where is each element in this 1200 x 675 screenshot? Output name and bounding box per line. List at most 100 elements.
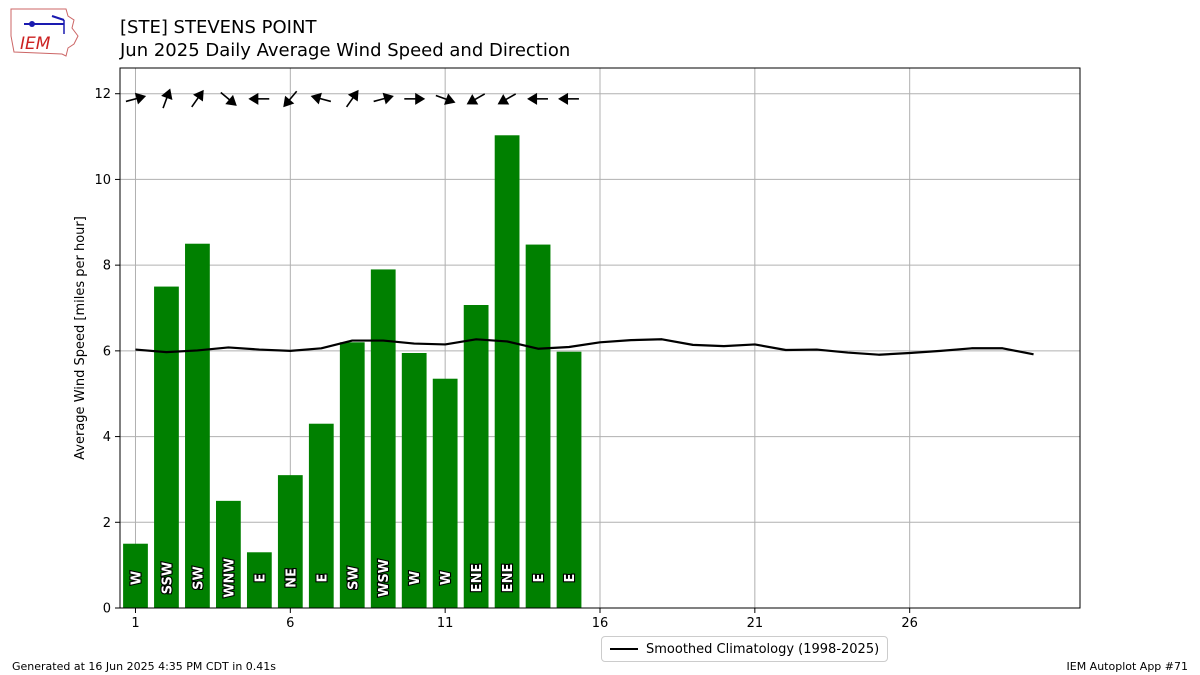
arrow-shaft	[473, 93, 486, 101]
bar	[185, 243, 210, 608]
direction-label: NE	[284, 568, 299, 588]
arrow-head	[347, 89, 359, 102]
arrow-shaft	[220, 91, 231, 101]
bar	[370, 269, 396, 608]
x-tick-label: 11	[437, 616, 454, 631]
wind-arrow	[497, 93, 517, 105]
arrow-head	[161, 88, 173, 100]
arrow-head	[527, 92, 538, 105]
arrow-head	[193, 89, 204, 102]
arrow-head	[225, 94, 237, 106]
direction-label: SW	[346, 566, 361, 590]
wind-arrow	[527, 92, 548, 105]
climatology-line	[135, 338, 1034, 356]
iem-logo-icon: IEM	[10, 8, 79, 57]
x-tick-label: 6	[286, 616, 294, 631]
arrow-head	[310, 92, 322, 105]
grid-lines	[120, 68, 1080, 609]
wind-arrow	[310, 92, 332, 105]
y-tick-label: 8	[103, 259, 111, 274]
wind-arrow	[466, 93, 486, 105]
wind-arrow	[248, 92, 270, 105]
bar	[525, 244, 551, 609]
arrow-head	[466, 94, 479, 105]
y-tick-label: 0	[103, 602, 111, 617]
bar	[123, 543, 148, 608]
x-tick-label: 1	[131, 616, 139, 631]
direction-label: W	[129, 571, 144, 585]
wind-arrow	[283, 90, 298, 108]
y-tick-label: 10	[94, 173, 111, 188]
arrow-head	[283, 95, 295, 108]
arrow-head	[444, 93, 456, 105]
wind-arrow	[220, 91, 237, 106]
wind-arrow	[404, 92, 426, 105]
bar	[463, 305, 489, 608]
bar	[432, 378, 458, 608]
x-tick-label: 21	[747, 616, 764, 631]
wind-arrow	[191, 89, 204, 108]
arrow-shaft	[288, 90, 298, 101]
wind-arrow	[161, 88, 173, 109]
bar	[246, 552, 272, 608]
legend-line-swatch	[610, 648, 638, 650]
x-tick-label: 26	[901, 616, 918, 631]
y-axis-label: Average Wind Speed [miles per hour]	[73, 216, 88, 460]
x-tick-label: 16	[592, 616, 609, 631]
bar	[216, 500, 241, 608]
y-tick-label: 2	[103, 516, 111, 531]
wind-arrow	[345, 89, 359, 108]
logo-text: IEM	[20, 34, 51, 54]
chart-subtitle: Jun 2025 Daily Average Wind Speed and Di…	[120, 40, 571, 61]
direction-label: WNW	[222, 558, 237, 598]
iem-logo: IEM	[8, 6, 80, 62]
direction-label: E	[315, 574, 330, 583]
arrow-head	[382, 92, 394, 105]
bars	[123, 135, 582, 609]
footer-app: IEM Autoplot App #71	[1066, 660, 1189, 673]
bar	[339, 342, 365, 608]
legend: Smoothed Climatology (1998-2025)	[601, 636, 889, 662]
direction-label: W	[439, 571, 454, 585]
arrow-shaft	[319, 97, 332, 103]
bar	[494, 135, 520, 609]
arrow-head	[248, 92, 259, 105]
y-tick-label: 6	[103, 344, 111, 359]
arrow-head	[497, 94, 510, 105]
bar	[308, 423, 334, 608]
wind-arrow	[125, 92, 147, 105]
chart-title: [STE] STEVENS POINT	[120, 17, 317, 38]
direction-label: E	[532, 574, 547, 583]
legend-label: Smoothed Climatology (1998-2025)	[646, 641, 880, 657]
arrow-shaft	[125, 97, 138, 103]
bar	[556, 351, 582, 608]
bar	[154, 286, 179, 608]
direction-label: E	[253, 574, 268, 583]
direction-label: W	[408, 571, 423, 585]
direction-label: SSW	[160, 562, 175, 594]
bar	[401, 353, 427, 608]
direction-label: WSW	[377, 559, 392, 597]
arrow-shaft	[345, 96, 355, 108]
arrow-shaft	[435, 94, 448, 101]
climatology-line-layer	[135, 338, 1034, 356]
y-tick-label: 4	[103, 430, 111, 445]
arrow-head	[558, 92, 569, 105]
arrow-head	[415, 92, 426, 105]
wind-arrows	[125, 88, 579, 109]
direction-labels: W SSW SW WNW E NE E SW WSW W W ENE ENE E E	[128, 557, 579, 599]
arrow-shaft	[504, 93, 517, 101]
direction-label: ENE	[470, 564, 485, 593]
wind-arrow	[558, 92, 579, 105]
arrow-shaft	[191, 96, 200, 108]
y-tick-label: 12	[94, 87, 111, 102]
direction-label: SW	[191, 566, 206, 590]
arrow-shaft	[373, 97, 386, 103]
arrow-head	[134, 92, 147, 105]
arrow-shaft	[162, 96, 168, 109]
wind-arrow	[435, 93, 456, 105]
bar	[277, 475, 303, 608]
wind-arrow	[373, 92, 394, 105]
